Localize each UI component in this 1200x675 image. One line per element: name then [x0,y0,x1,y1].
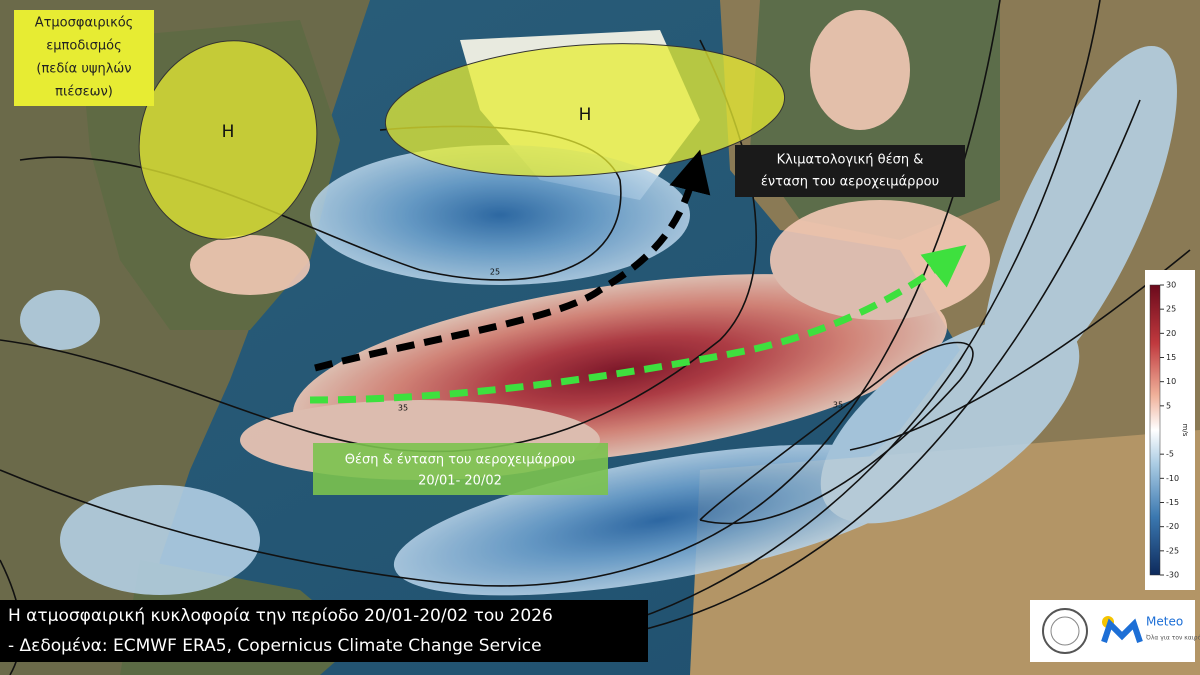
caption: Η ατμοσφαιρική κυκλοφορία την περίοδο 20… [8,606,553,626]
blocking-label: Ατμοσφαιρικός [35,16,134,31]
blocking-label: εμποδισμός [46,39,122,54]
wind-anomaly [20,10,1177,596]
climatological-jet-arrow [314,149,711,372]
logo-mark [1101,618,1143,643]
colorbar-tick-label: -25 [1166,546,1179,555]
climatological-label: Κλιματολογική θέση & [777,153,924,168]
colorbar-tick-label: -20 [1166,522,1179,531]
contour-label: 25 [490,268,500,277]
university-seal-inner [1050,616,1080,646]
colorbar-tick-label: -15 [1166,498,1179,507]
caption-box [0,600,648,662]
high-marker: Η [579,105,592,125]
climatological-label-box [735,145,965,197]
logo-name: Meteo [1146,615,1183,629]
high-marker: Η [222,122,235,142]
colorbar-unit: m/s [1181,424,1189,437]
logo-box [1030,600,1195,662]
colorbar-tick-label: 30 [1166,281,1176,290]
observed-jet-arrow [309,244,967,404]
colorbar-tick-label: -30 [1166,571,1179,580]
blocking-label: πιέσεων) [55,85,113,100]
observed-label: 20/01- 20/02 [418,474,502,489]
colorbar-tick-label: 15 [1166,353,1176,362]
colorbar-tick-label: 5 [1166,401,1171,410]
colorbar-tick-label: 25 [1166,305,1176,314]
colorbar-tick-label: 20 [1166,329,1176,338]
caption: - Δεδομένα: ECMWF ERA5, Copernicus Clima… [8,636,542,656]
climatological-label: ένταση του αεροχειμάρρου [761,175,939,190]
logo-tagline: Όλα για τον καιρό [1145,635,1200,642]
contour-label: 35 [833,401,843,410]
blocking-highs [138,40,786,240]
colorbar [1149,284,1161,576]
blocking-label-box [14,10,154,106]
contour-label: 35 [398,404,408,413]
colorbar-tick-label: 10 [1166,377,1176,386]
observed-label-box [313,443,608,495]
blocking-label: (πεδία υψηλών [36,62,131,77]
colorbar-tick-label: -5 [1166,450,1174,459]
colorbar-tick-label: -10 [1166,474,1179,483]
observed-label: Θέση & ένταση του αεροχειμάρρου [345,453,575,468]
university-seal [1042,608,1088,654]
